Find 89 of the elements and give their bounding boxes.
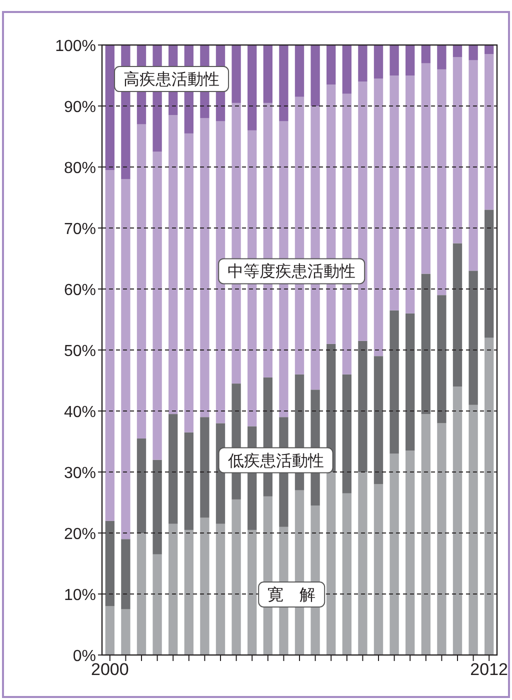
bar [232, 45, 241, 103]
bar [390, 310, 399, 454]
bar [310, 45, 320, 106]
bar [184, 432, 194, 530]
bar [437, 423, 446, 655]
bar [452, 243, 462, 387]
bar [358, 472, 368, 655]
bar [168, 115, 178, 414]
bar [468, 60, 478, 271]
bar [216, 524, 226, 655]
bar [421, 45, 430, 64]
bar [468, 45, 478, 60]
bar [484, 210, 494, 338]
bar [342, 493, 352, 655]
bar [374, 45, 384, 79]
bar [390, 45, 399, 76]
bar [248, 45, 257, 130]
bar [168, 414, 178, 524]
bar [406, 76, 415, 314]
series-label: 中等度疾患活動性 [228, 262, 356, 281]
bar [452, 57, 462, 244]
bar [152, 152, 162, 460]
x-tick-label: 2000 [90, 660, 129, 679]
bar [168, 524, 178, 655]
bar [374, 78, 384, 356]
y-tick-label: 90% [64, 99, 96, 116]
bar [105, 45, 114, 170]
y-tick-label: 60% [64, 282, 96, 299]
bar [421, 274, 430, 414]
bar [358, 82, 368, 341]
y-tick-label: 70% [64, 221, 96, 238]
bar [390, 76, 399, 310]
bar [294, 45, 304, 97]
bar [421, 414, 430, 655]
bar [342, 374, 352, 494]
y-tick-label: 10% [64, 587, 96, 604]
bar [437, 69, 446, 296]
bar [184, 530, 194, 655]
series-label: 低疾患活動性 [228, 450, 324, 470]
series-label: 寛 解 [268, 585, 316, 604]
bar [121, 179, 130, 540]
bar [248, 530, 257, 655]
bar [437, 45, 446, 70]
bar [421, 63, 430, 274]
bar [374, 484, 384, 655]
bar [326, 472, 336, 655]
bar [452, 45, 462, 58]
bar [406, 45, 415, 76]
bar [136, 124, 146, 438]
bar [105, 520, 114, 606]
bar [484, 338, 494, 655]
y-tick-label: 80% [64, 160, 96, 177]
y-tick-label: 50% [64, 343, 96, 360]
bar [437, 295, 446, 424]
bar [452, 386, 462, 655]
bar [342, 45, 352, 94]
bar [152, 554, 162, 655]
y-tick-label: 40% [64, 404, 96, 421]
bar [184, 133, 194, 432]
bar [121, 609, 130, 655]
bar [136, 438, 146, 533]
y-tick-label: 100% [55, 38, 96, 55]
bar [200, 417, 210, 518]
y-tick-label: 20% [64, 526, 96, 543]
bar [390, 454, 399, 655]
bar [374, 356, 384, 484]
bar [121, 539, 130, 610]
bar [216, 121, 226, 424]
bar [406, 313, 415, 451]
bar [136, 533, 146, 655]
bar [406, 450, 415, 655]
bar [232, 499, 241, 655]
bar [358, 45, 368, 82]
bar [105, 170, 114, 521]
bar [152, 460, 162, 554]
bar [105, 606, 114, 655]
bar [468, 270, 478, 405]
bar [200, 118, 210, 418]
bar [279, 45, 288, 122]
bar [358, 340, 368, 472]
x-tick-label: 2012 [470, 660, 508, 679]
y-tick-label: 30% [64, 465, 96, 482]
series-label: 高疾患活動性 [124, 70, 220, 89]
bar [263, 45, 272, 103]
bar [326, 45, 336, 85]
bar [484, 45, 494, 54]
bar [484, 54, 494, 210]
bar [200, 518, 210, 655]
bar [468, 404, 478, 655]
